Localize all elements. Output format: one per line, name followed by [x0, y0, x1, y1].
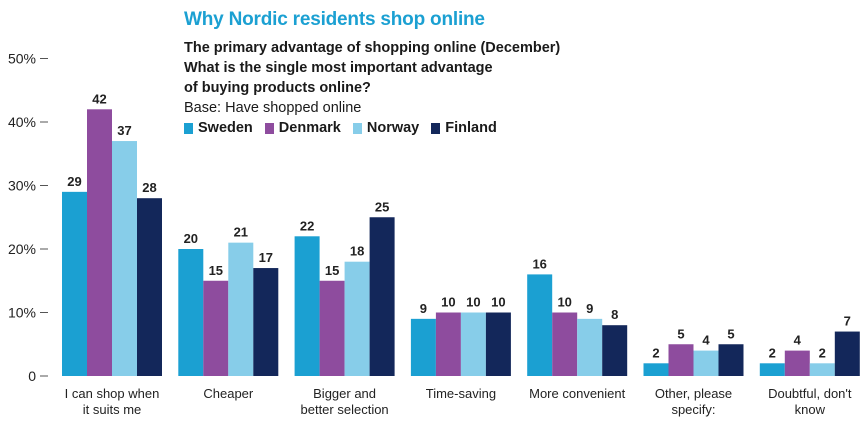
bar-norway [344, 261, 370, 376]
bar-value-label: 2 [819, 345, 826, 360]
bar-value-label: 15 [325, 263, 339, 278]
chart-legend: Sweden Denmark Norway Finland [184, 120, 509, 136]
bar-value-label: 29 [67, 174, 81, 189]
bar-value-label: 22 [300, 218, 314, 233]
y-tick-label: 10% [8, 305, 36, 321]
x-category-label: Time-saving [426, 386, 496, 401]
bar-sweden [643, 363, 669, 376]
chart-title: Why Nordic residents shop online [184, 9, 485, 30]
bar-value-label: 8 [611, 307, 618, 322]
legend-swatch-sweden [184, 122, 193, 134]
bar-value-label: 5 [677, 326, 684, 341]
bar-value-label: 4 [794, 333, 802, 348]
bar-denmark [319, 280, 345, 376]
bar-finland [602, 325, 628, 376]
y-tick-label: 30% [8, 178, 36, 194]
legend-label-denmark: Denmark [278, 120, 341, 136]
bar-value-label: 10 [491, 295, 505, 310]
legend-item-denmark: Denmark [264, 120, 341, 136]
bar-value-label: 5 [727, 326, 734, 341]
x-category-label: I can shop when [65, 386, 160, 401]
bar-finland [369, 217, 395, 376]
legend-swatch-finland [431, 122, 441, 134]
bar-norway [228, 242, 254, 376]
bar-finland [718, 344, 744, 376]
bar-sweden [178, 249, 204, 376]
y-tick-label: 20% [8, 241, 36, 257]
legend-label-sweden: Sweden [198, 120, 253, 136]
bar-value-label: 42 [92, 91, 106, 106]
bar-norway [809, 363, 835, 376]
y-tick-label: 0 [28, 368, 36, 384]
legend-label-norway: Norway [366, 120, 420, 136]
bar-value-label: 28 [142, 180, 156, 195]
legend-item-finland: Finland [431, 120, 497, 136]
x-category-label: Doubtful, don't [768, 386, 852, 401]
bar-norway [460, 312, 486, 376]
bar-finland [253, 268, 279, 376]
bar-value-label: 4 [702, 333, 710, 348]
y-axis: 0 10% 20% 30% 40% 50% [8, 51, 48, 384]
bar-value-label: 15 [209, 263, 223, 278]
chart-subtitle-line-1: The primary advantage of shopping online… [184, 40, 561, 56]
bar-denmark [435, 312, 461, 376]
bar-sweden [527, 274, 553, 376]
bar-value-label: 7 [844, 314, 851, 329]
y-tick-label: 40% [8, 114, 36, 130]
bar-denmark [203, 280, 229, 376]
bar-value-label: 9 [586, 301, 593, 316]
x-category-label: Other, please [655, 386, 732, 401]
bar-value-label: 18 [350, 244, 364, 259]
bar-value-label: 37 [117, 123, 131, 138]
bar-sweden [410, 318, 436, 376]
x-category-label: Cheaper [203, 386, 254, 401]
bar-value-label: 2 [652, 345, 659, 360]
bar-denmark [668, 344, 694, 376]
bar-value-label: 17 [259, 250, 273, 265]
bar-value-label: 10 [557, 295, 571, 310]
y-tick-label: 50% [8, 51, 36, 67]
chart-base-note: Base: Have shopped online [184, 100, 362, 116]
bar-norway [112, 141, 137, 376]
bar-denmark [87, 109, 112, 377]
legend-label-finland: Finland [445, 120, 497, 136]
x-category-label: More convenient [529, 386, 625, 401]
x-category-label: specify: [671, 402, 715, 417]
bar-sweden [62, 191, 87, 376]
chart-subtitle-line-2: What is the single most important advant… [184, 60, 493, 76]
bar-value-label: 21 [234, 225, 248, 240]
bar-norway [693, 350, 719, 376]
legend-item-sweden: Sweden [184, 120, 253, 136]
x-category-label: it suits me [83, 402, 142, 417]
legend-swatch-denmark [264, 122, 274, 134]
x-category-label: better selection [301, 402, 389, 417]
x-category-label: know [795, 402, 826, 417]
bar-value-label: 10 [441, 295, 455, 310]
bar-sweden [294, 236, 320, 376]
bar-finland [834, 331, 860, 376]
chart-subtitle-line-3: of buying products online? [184, 80, 371, 96]
bar-value-label: 20 [184, 231, 198, 246]
bar-finland [137, 198, 162, 376]
bar-sweden [759, 363, 785, 376]
legend-swatch-norway [352, 122, 362, 134]
bar-value-label: 2 [769, 345, 776, 360]
legend-item-norway: Norway [352, 120, 420, 136]
bar-value-label: 9 [420, 301, 427, 316]
bar-denmark [552, 312, 578, 376]
bar-value-label: 25 [375, 199, 389, 214]
bar-finland [485, 312, 511, 376]
bar-value-label: 10 [466, 295, 480, 310]
bar-denmark [784, 350, 810, 376]
x-category-label: Bigger and [313, 386, 376, 401]
bar-norway [577, 318, 603, 376]
bar-value-label: 16 [532, 256, 546, 271]
